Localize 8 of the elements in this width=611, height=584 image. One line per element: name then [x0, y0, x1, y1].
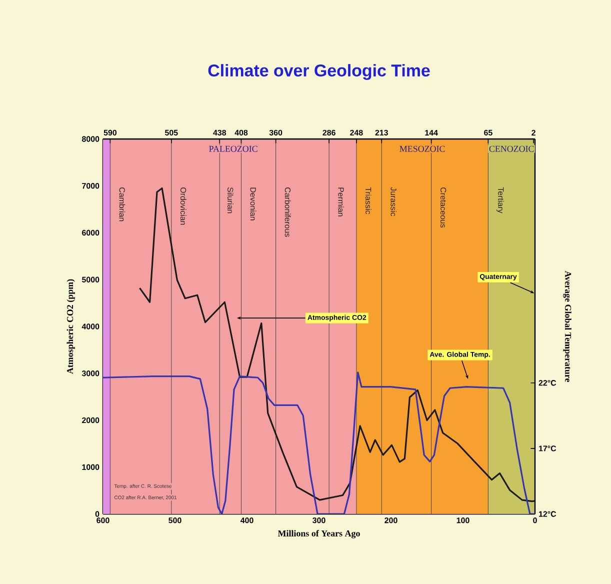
y-axis-title: Atmospheric CO2 (ppm) [66, 279, 75, 374]
band-label: PALEOZOIC [209, 146, 258, 152]
band-label: CENOZOIC [489, 146, 534, 152]
band-label: MESOZOIC [400, 146, 445, 152]
y2-axis-title: Average Global Temperature [563, 270, 572, 382]
x-axis-title: Millions of Years Ago [278, 530, 360, 538]
line-series [138, 187, 535, 502]
chart-title: Climate over Geologic Time [208, 64, 430, 80]
